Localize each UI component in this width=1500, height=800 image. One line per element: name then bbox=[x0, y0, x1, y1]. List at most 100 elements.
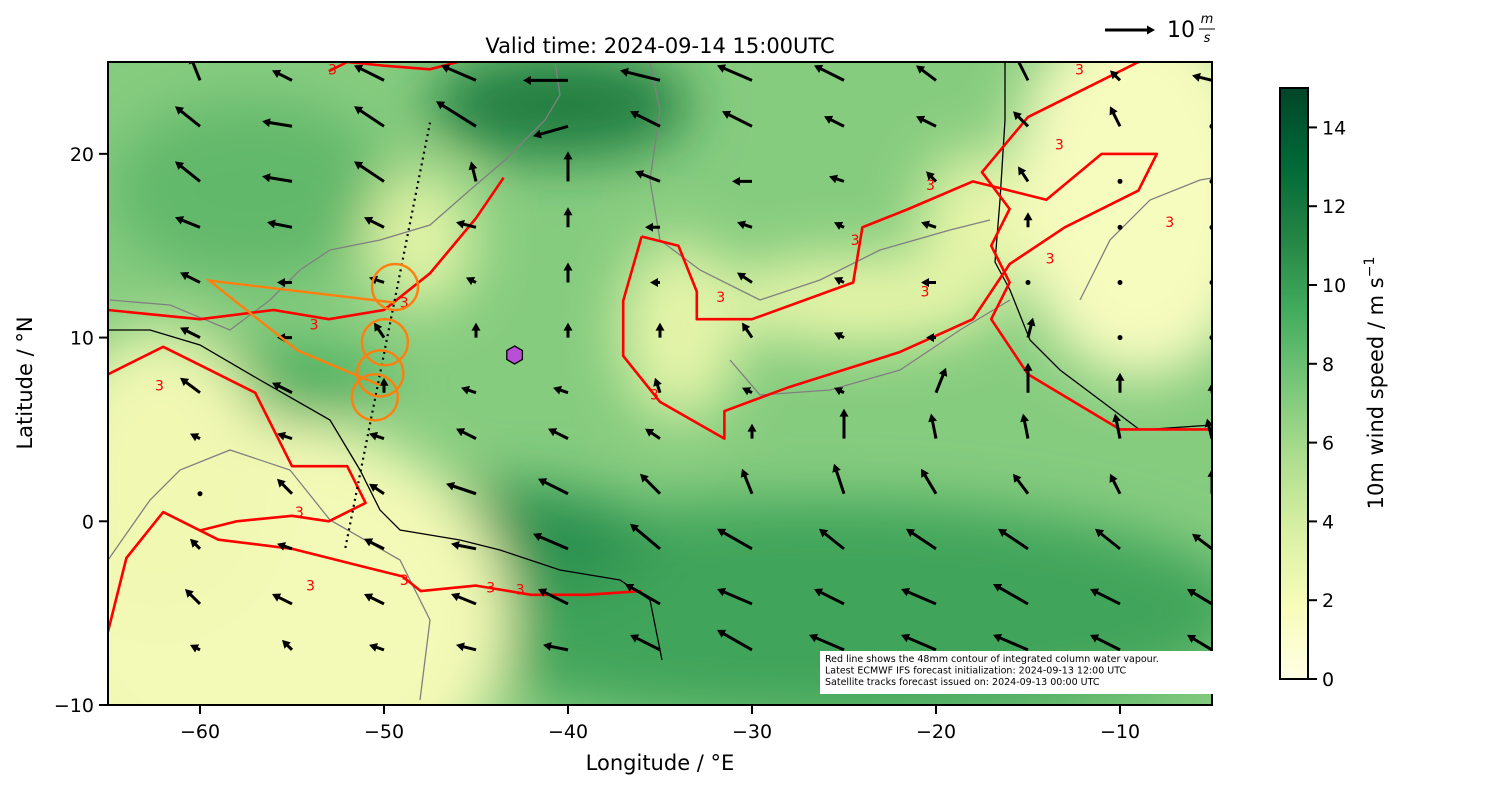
wind-arrow bbox=[553, 385, 569, 395]
colorbar-label: 10m wind speed / m s−1 bbox=[1362, 257, 1388, 510]
wind-arrow bbox=[834, 387, 845, 396]
wind-arrow bbox=[926, 333, 936, 343]
wind-arrow bbox=[468, 161, 478, 182]
wind-arrow bbox=[620, 67, 661, 82]
annotation-background bbox=[820, 651, 1216, 694]
quiver-key-value: 10 bbox=[1167, 18, 1195, 43]
wind-arrow bbox=[277, 333, 292, 343]
satellite-track bbox=[344, 122, 432, 549]
wind-arrow bbox=[1013, 111, 1030, 128]
colorbar-tick-label: 4 bbox=[1322, 511, 1334, 533]
wind-arrow bbox=[921, 278, 936, 287]
y-tick-label: 10 bbox=[70, 328, 94, 350]
wind-arrow bbox=[364, 593, 385, 606]
wind-arrow bbox=[369, 643, 385, 652]
wind-arrow bbox=[277, 542, 293, 551]
wind-arrow bbox=[1020, 413, 1030, 439]
wind-arrow bbox=[737, 272, 753, 284]
wind-arrow bbox=[563, 262, 573, 283]
wind-arrow bbox=[1187, 589, 1212, 606]
wind-arrow bbox=[1207, 468, 1212, 494]
wind-arrow bbox=[993, 584, 1029, 606]
wind-arrow bbox=[543, 642, 569, 652]
x-tick-label: −40 bbox=[548, 721, 588, 743]
wind-arrow bbox=[653, 377, 662, 394]
wind-arrow bbox=[369, 431, 385, 441]
wind-arrow bbox=[717, 64, 753, 82]
wind-arrow bbox=[436, 101, 477, 128]
wind-arrow bbox=[1204, 418, 1212, 439]
wind-arrow bbox=[1018, 166, 1030, 183]
annotation-box: Red line shows the 48mm contour of integ… bbox=[820, 651, 1216, 694]
wind-arrow bbox=[548, 428, 569, 440]
y-tick-label: −10 bbox=[54, 695, 94, 717]
y-axis-label: Latitude / °N bbox=[13, 316, 37, 449]
wind-arrow bbox=[625, 584, 661, 606]
wind-arrow bbox=[635, 170, 661, 183]
contour-label: 3 bbox=[1046, 252, 1055, 268]
wind-arrow bbox=[834, 332, 845, 341]
wind-arrow bbox=[277, 478, 294, 495]
x-tick-label: −50 bbox=[364, 721, 404, 743]
wind-arrow bbox=[921, 468, 938, 495]
wind-arrow bbox=[1023, 212, 1033, 228]
wind-arrow bbox=[630, 110, 661, 128]
wind-arrow bbox=[1117, 224, 1123, 230]
annotation-line: Latest ECMWF IFS forecast initialization… bbox=[825, 666, 1126, 677]
wind-arrow bbox=[272, 69, 293, 82]
contour-label: 3 bbox=[716, 290, 725, 306]
contour-label: 3 bbox=[920, 285, 929, 301]
wind-arrow bbox=[354, 161, 385, 183]
wind-arrow bbox=[824, 115, 845, 128]
wind-arrow bbox=[364, 538, 385, 551]
wind-arrow bbox=[374, 322, 386, 339]
storm-marker bbox=[506, 345, 524, 365]
wind-arrow bbox=[538, 478, 569, 496]
wind-arrow bbox=[742, 322, 754, 339]
quiver-key-unit-numerator: m bbox=[1201, 12, 1214, 27]
contour-label: 3 bbox=[328, 62, 337, 78]
swath-circle bbox=[350, 373, 399, 422]
wind-arrow bbox=[451, 592, 477, 606]
wind-arrow bbox=[819, 528, 845, 550]
wind-arrow bbox=[906, 528, 937, 551]
wind-arrow bbox=[523, 75, 568, 85]
wind-arrow bbox=[814, 588, 845, 606]
wind-arrow bbox=[272, 382, 293, 394]
contour-label: 3 bbox=[516, 582, 525, 598]
wind-arrow bbox=[456, 219, 477, 229]
wind-arrow bbox=[538, 588, 569, 606]
water-vapour-contour bbox=[328, 62, 458, 73]
wind-arrow bbox=[928, 413, 938, 439]
wind-arrow bbox=[180, 272, 201, 284]
wind-arrow bbox=[655, 322, 665, 338]
swath-circle bbox=[360, 317, 410, 367]
wind-arrow bbox=[188, 62, 202, 81]
wind-arrow bbox=[742, 387, 753, 396]
wind-arrow bbox=[717, 588, 753, 606]
quiver-key: 10 m s bbox=[1105, 12, 1215, 46]
contour-label: 3 bbox=[310, 318, 319, 334]
wind-arrow bbox=[717, 629, 753, 652]
wind-arrow bbox=[190, 538, 202, 550]
annotation-line: Red line shows the 48mm contour of integ… bbox=[825, 654, 1159, 665]
colorbar-tick-label: 12 bbox=[1322, 196, 1346, 218]
wind-arrow bbox=[282, 639, 294, 651]
water-vapour-contour bbox=[108, 176, 505, 321]
swath-circle bbox=[356, 349, 405, 398]
y-tick-label: 0 bbox=[82, 511, 94, 533]
water-vapour-contour bbox=[621, 152, 1159, 440]
wind-arrow bbox=[1115, 372, 1125, 393]
wind-arrow bbox=[354, 64, 385, 82]
wind-arrow bbox=[1192, 72, 1212, 82]
quiver-key-arrow bbox=[1105, 25, 1155, 35]
x-tick-label: −10 bbox=[1100, 721, 1140, 743]
wind-arrow bbox=[1110, 70, 1122, 82]
wind-arrow bbox=[645, 222, 660, 232]
colorbar-tick-label: 14 bbox=[1322, 117, 1346, 139]
wind-arrow bbox=[441, 64, 477, 82]
wind-arrow bbox=[1090, 634, 1121, 652]
contour-label: 3 bbox=[486, 580, 495, 596]
swath-circle bbox=[370, 262, 420, 312]
